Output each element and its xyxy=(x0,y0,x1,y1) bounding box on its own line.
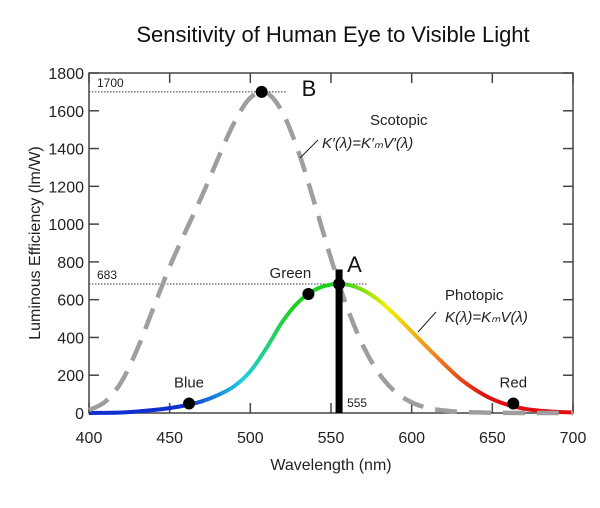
y-tick-label: 600 xyxy=(57,293,84,310)
photopic-curve xyxy=(88,281,574,415)
y-tick-label: 1000 xyxy=(48,217,84,234)
photopic-label: Photopic xyxy=(445,287,504,304)
x-tick-label: 650 xyxy=(479,430,506,447)
x-axis-label: Wavelength (nm) xyxy=(270,457,391,474)
scotopic-curve xyxy=(87,89,574,416)
point-a xyxy=(333,277,346,290)
ref-label-1700: 1700 xyxy=(97,76,124,90)
x-tick-label: 500 xyxy=(237,430,264,447)
scotopic-formula: K′(λ)=K′ₘV′(λ) xyxy=(322,135,413,152)
y-tick-label: 400 xyxy=(57,330,84,347)
ref-label-683: 683 xyxy=(97,268,117,282)
point-blue xyxy=(183,397,196,410)
photopic-leader xyxy=(417,311,437,333)
x-tick-label: 550 xyxy=(318,430,345,447)
y-axis-label: Luminous Efficiency (lm/W) xyxy=(27,146,44,340)
scotopic-leader xyxy=(299,139,319,159)
chart-title: Sensitivity of Human Eye to Visible Ligh… xyxy=(136,22,529,47)
point-label-b: B xyxy=(302,76,317,101)
scotopic-label: Scotopic xyxy=(370,112,428,129)
y-tick-label: 200 xyxy=(57,368,84,385)
plot-frame xyxy=(88,72,574,414)
point-label-green: Green xyxy=(270,265,312,282)
x-tick-label: 450 xyxy=(156,430,183,447)
point-label-a: A xyxy=(347,252,362,277)
y-tick-label: 1800 xyxy=(48,66,84,83)
y-tick-label: 1400 xyxy=(48,142,84,159)
x-tick-label: 700 xyxy=(560,430,587,447)
point-red xyxy=(507,397,520,410)
point-green xyxy=(302,288,315,300)
point-label-blue: Blue xyxy=(174,375,204,392)
ref-label-555: 555 xyxy=(347,396,367,410)
x-tick-label: 400 xyxy=(76,430,103,447)
photopic-formula: K(λ)=KₘV(λ) xyxy=(445,309,528,326)
x-tick-label: 600 xyxy=(398,430,425,447)
y-tick-label: 800 xyxy=(57,255,84,272)
y-tick-label: 1200 xyxy=(48,179,84,196)
point-b xyxy=(255,85,268,98)
y-tick-label: 1600 xyxy=(48,104,84,121)
ref-bar-555 xyxy=(335,269,343,413)
point-label-red: Red xyxy=(500,375,528,392)
y-tick-label: 0 xyxy=(75,406,84,423)
